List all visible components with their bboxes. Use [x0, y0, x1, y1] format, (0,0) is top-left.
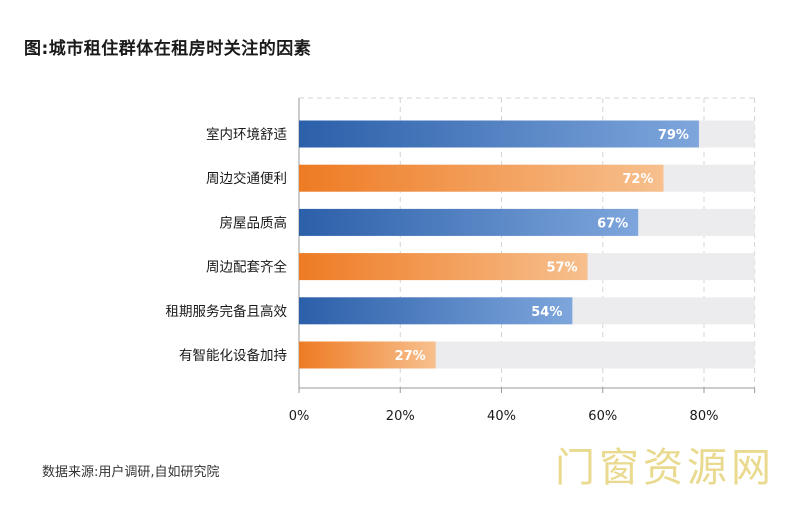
x-tick-label: 40%: [487, 409, 516, 424]
category-label: 周边交通便利: [206, 170, 287, 187]
category-label: 有智能化设备加持: [179, 347, 287, 364]
category-label: 房屋品质高: [220, 214, 288, 231]
bar-value-label: 27%: [395, 349, 426, 364]
bar: [299, 120, 699, 148]
bar-value-label: 57%: [546, 261, 577, 276]
bar: [299, 164, 664, 192]
bar-value-label: 72%: [622, 172, 653, 187]
x-tick-label: 20%: [386, 409, 415, 424]
x-tick-label: 80%: [690, 409, 719, 424]
chart-title: 图:城市租住群体在租房时关注的因素: [24, 39, 312, 59]
data-source-note: 数据来源:用户调研,自如研究院: [42, 465, 220, 480]
watermark: 门窗资源网: [555, 445, 775, 491]
bar: [299, 341, 436, 369]
x-tick-label: 60%: [588, 409, 617, 424]
x-tick-label: 0%: [289, 409, 310, 424]
bar: [299, 297, 573, 325]
bar: [299, 253, 588, 281]
category-label: 租期服务完备且高效: [166, 303, 288, 320]
bar-value-label: 54%: [531, 305, 562, 320]
bar-value-label: 79%: [658, 128, 689, 143]
category-label: 室内环境舒适: [206, 126, 287, 143]
category-label: 周边配套齐全: [206, 259, 287, 276]
bar: [299, 208, 639, 236]
bar-value-label: 67%: [597, 216, 628, 231]
